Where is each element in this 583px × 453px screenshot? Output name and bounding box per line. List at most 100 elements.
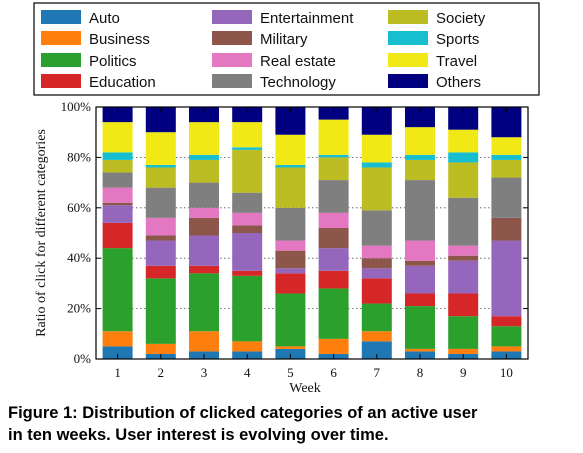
legend-item-travel: Travel: [388, 53, 477, 70]
bar-segment-business: [102, 331, 133, 347]
bar-segment-others: [448, 107, 479, 130]
bar-segment-real-estate: [361, 245, 392, 259]
legend-label: Entertainment: [260, 10, 354, 27]
bar-segment-military: [145, 235, 176, 241]
stacked-bar-chart: Auto Business Politics Education Entertainme…: [33, 2, 540, 396]
bar-segment-education: [318, 270, 349, 289]
bar-segment-military: [189, 217, 219, 236]
figure-caption: Figure 1: Distribution of clicked catego…: [8, 402, 580, 446]
bar-segment-education: [405, 293, 435, 307]
bar-segment-auto: [275, 348, 306, 359]
y-axis-label: Ratio of click for different categories: [34, 129, 49, 337]
legend-item-others: Others: [388, 74, 481, 91]
bar-segment-education: [189, 265, 219, 274]
x-axis-label: Week: [289, 381, 321, 396]
bar-segment-technology: [275, 207, 306, 241]
legend-swatch: [388, 53, 428, 67]
x-tick-label: 9: [460, 365, 467, 380]
bar-segment-real-estate: [232, 212, 263, 226]
bar-segment-education: [102, 222, 133, 249]
legend-item-education: Education: [41, 74, 156, 91]
bar-segment-technology: [232, 192, 263, 213]
bar-segment-military: [275, 250, 306, 269]
x-tick-label: 5: [287, 365, 294, 380]
bar-segment-politics: [405, 306, 435, 349]
legend-label: Society: [436, 10, 486, 27]
legend-item-business: Business: [41, 31, 150, 48]
bar-week-10: [491, 107, 522, 359]
bar-segment-politics: [232, 275, 263, 342]
bar-segment-real-estate: [448, 245, 479, 256]
legend-label: Sports: [436, 31, 479, 48]
bar-segment-society: [318, 157, 349, 181]
bar-segment-society: [145, 167, 176, 188]
bar-segment-travel: [491, 137, 522, 155]
bar-segment-others: [102, 107, 133, 123]
y-tick-label: 60%: [67, 200, 91, 215]
bar-segment-entertainment: [102, 205, 133, 223]
bar-segment-sports: [232, 147, 263, 150]
bar-segment-travel: [232, 122, 263, 148]
bar-segment-others: [491, 107, 522, 138]
x-tick-label: 8: [417, 365, 424, 380]
legend-box: [33, 2, 540, 96]
bar-week-4: [232, 107, 263, 359]
x-tick-label: 6: [330, 365, 337, 380]
x-tick-label: 10: [500, 365, 513, 380]
bar-segment-business: [318, 338, 349, 354]
legend-item-sports: Sports: [388, 31, 479, 48]
legend-item-technology: Technology: [212, 74, 336, 91]
bar-segment-education: [491, 316, 522, 327]
bar-segment-technology: [405, 180, 435, 241]
caption-line-1: Figure 1: Distribution of clicked catego…: [8, 404, 478, 422]
bar-segment-travel: [318, 119, 349, 155]
bar-segment-business: [361, 331, 392, 342]
bar-segment-real-estate: [145, 217, 176, 236]
bar-segment-military: [491, 217, 522, 241]
bar-segment-technology: [102, 172, 133, 188]
legend-swatch: [388, 74, 428, 88]
bar-segment-sports: [189, 154, 219, 160]
bar-segment-real-estate: [318, 212, 349, 228]
bar-segment-education: [232, 270, 263, 276]
bar-segment-military: [102, 202, 133, 206]
bar-segment-sports: [361, 162, 392, 168]
bar-segment-technology: [491, 177, 522, 218]
bar-segment-entertainment: [405, 265, 435, 294]
bar-segment-auto: [361, 341, 392, 359]
bar-segment-business: [491, 346, 522, 352]
y-axis-ticks: 0% 20% 40% 60% 80% 100%: [61, 99, 528, 366]
bar-segment-real-estate: [189, 207, 219, 218]
bar-segment-real-estate: [102, 187, 133, 203]
bar-segment-sports: [275, 164, 306, 168]
legend-swatch: [41, 53, 81, 67]
caption-line-2: in ten weeks. User interest is evolving …: [8, 426, 389, 444]
legend-swatch: [212, 31, 252, 45]
bar-segment-military: [232, 225, 263, 233]
plot-frame: [95, 106, 529, 360]
legend-label: Business: [89, 31, 150, 48]
bar-week-5: [275, 107, 306, 359]
bar-segment-others: [318, 107, 349, 120]
y-tick-label: 100%: [61, 99, 92, 114]
bar-segment-education: [145, 265, 176, 279]
bar-segment-entertainment: [189, 235, 219, 266]
legend-swatch: [41, 74, 81, 88]
bar-segment-business: [145, 343, 176, 354]
bar-segment-others: [405, 107, 435, 128]
legend-label: Others: [436, 74, 481, 91]
bar-week-9: [448, 107, 479, 359]
legend-label: Education: [89, 74, 156, 91]
bar-segment-real-estate: [275, 240, 306, 251]
bar-segment-auto: [102, 346, 133, 359]
bar-segment-real-estate: [405, 240, 435, 261]
x-tick-label: 2: [158, 365, 165, 380]
bar-segment-politics: [189, 273, 219, 332]
bar-segment-education: [275, 273, 306, 294]
x-tick-label: 3: [201, 365, 208, 380]
bar-week-2: [145, 107, 176, 359]
bar-segment-politics: [318, 288, 349, 339]
legend-swatch: [212, 53, 252, 67]
bar-segment-travel: [361, 134, 392, 163]
bar-segment-travel: [275, 134, 306, 165]
